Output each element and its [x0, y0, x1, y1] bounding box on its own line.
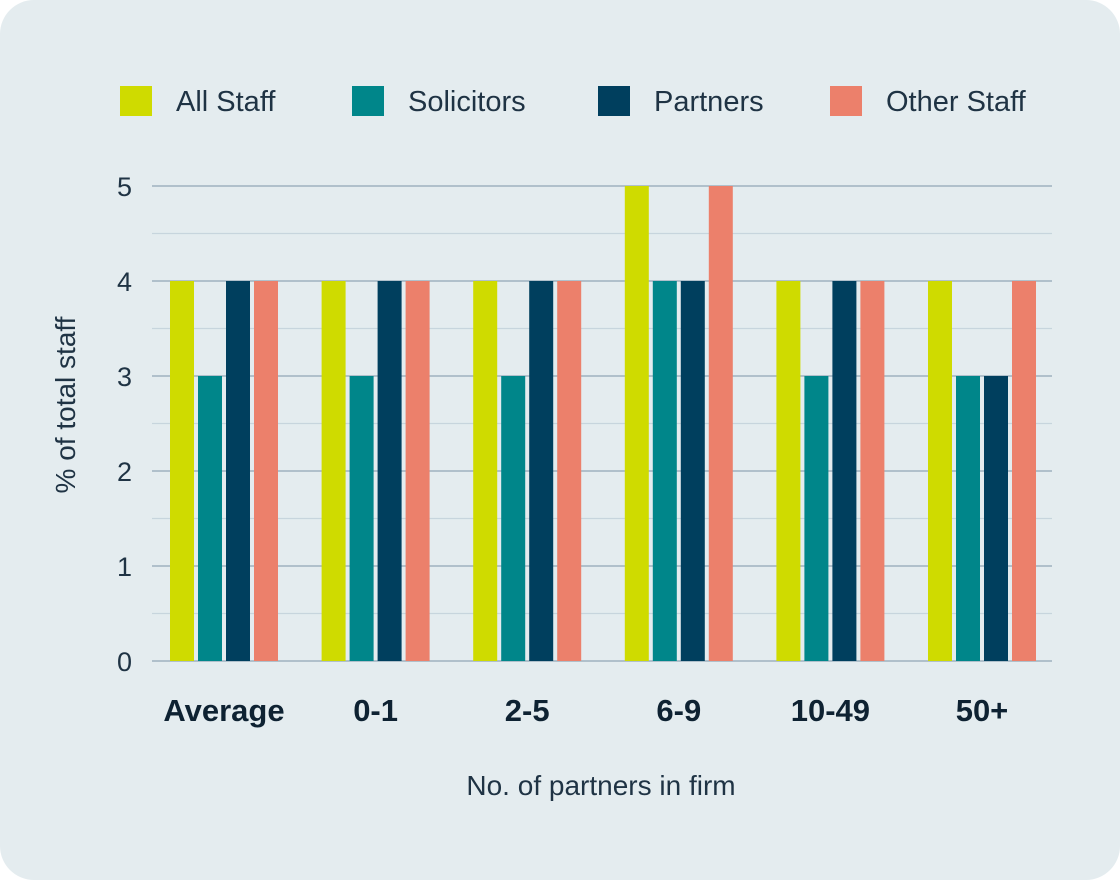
bar-all-staff-01 [321, 281, 346, 661]
y-tick-label: 1 [117, 552, 132, 582]
x-category-label: 10-49 [791, 693, 870, 728]
bar-partners-average [226, 281, 250, 661]
bar-solicitors-25 [501, 376, 526, 661]
bar-other-staff-50 [1012, 281, 1036, 661]
legend-label-solicitors: Solicitors [408, 86, 526, 118]
bar-partners-50 [984, 376, 1008, 661]
bar-all-staff-69 [624, 186, 649, 661]
bars [170, 186, 1036, 661]
legend-label-all-staff: All Staff [176, 86, 276, 118]
gridlines [152, 185, 1052, 662]
bar-solicitors-average [198, 376, 222, 661]
x-category-label: 50+ [956, 693, 1009, 728]
bar-solicitors-69 [652, 281, 677, 661]
x-category-label: 6-9 [656, 693, 701, 728]
bar-solicitors-50 [956, 376, 980, 661]
bar-all-staff-average [170, 281, 194, 661]
legend-label-other-staff: Other Staff [886, 86, 1027, 118]
bar-solicitors-1049 [804, 376, 829, 661]
bar-partners-69 [680, 281, 705, 661]
bar-partners-25 [529, 281, 554, 661]
bar-other-staff-01 [405, 281, 430, 661]
legend-swatch-partners [598, 86, 630, 116]
y-tick-label: 0 [117, 647, 132, 677]
x-category-label: Average [163, 693, 284, 728]
bar-solicitors-01 [349, 376, 374, 661]
bar-other-staff-25 [557, 281, 582, 661]
y-tick-label: 5 [117, 172, 132, 202]
bar-all-staff-25 [473, 281, 498, 661]
legend-swatch-other-staff [830, 86, 862, 116]
y-tick-label: 3 [117, 362, 132, 392]
bar-all-staff-50 [928, 281, 952, 661]
x-category-label: 2-5 [505, 693, 550, 728]
bar-partners-1049 [832, 281, 857, 661]
legend: All Staff Solicitors Partners Other Staff [120, 86, 1027, 118]
x-axis-categories: Average 0-1 2-5 6-9 10-49 50+ [163, 693, 1008, 728]
bar-other-staff-69 [708, 186, 733, 661]
legend-label-partners: Partners [654, 86, 764, 118]
legend-swatch-solicitors [352, 86, 384, 116]
legend-swatch-all-staff [120, 86, 152, 116]
y-tick-label: 4 [117, 267, 132, 297]
bar-other-staff-1049 [860, 281, 885, 661]
y-axis-title: % of total staff [50, 316, 81, 493]
x-category-label: 0-1 [353, 693, 398, 728]
bar-partners-01 [377, 281, 402, 661]
bar-all-staff-1049 [776, 281, 801, 661]
bar-other-staff-average [254, 281, 278, 661]
y-axis-ticks: 0 1 2 3 4 5 [117, 172, 132, 677]
x-axis-title: No. of partners in firm [466, 770, 735, 801]
y-tick-label: 2 [117, 457, 132, 487]
